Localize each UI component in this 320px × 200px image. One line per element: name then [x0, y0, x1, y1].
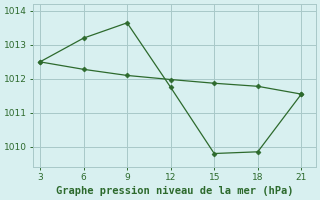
X-axis label: Graphe pression niveau de la mer (hPa): Graphe pression niveau de la mer (hPa): [56, 186, 293, 196]
